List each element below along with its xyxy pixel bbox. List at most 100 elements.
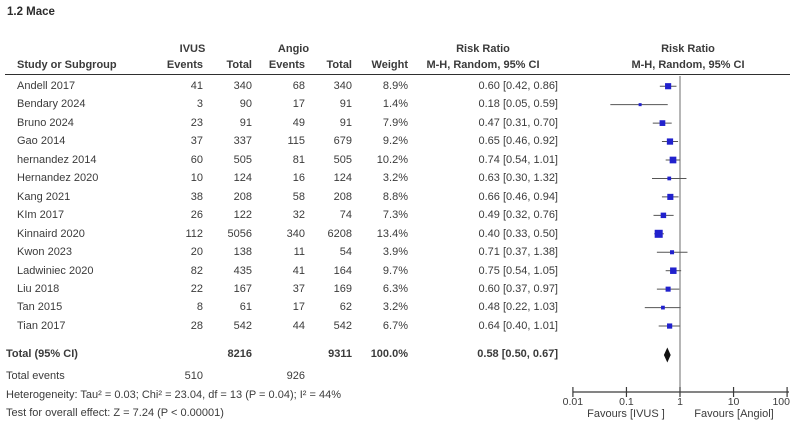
risk-ratio-text-cell: 0.63 [0.30, 1.32] [478,172,558,185]
column-header-angio-total: Total [326,59,352,71]
ivus-total-cell: 138 [233,246,252,259]
ivus-events-cell: 28 [190,319,203,332]
angio-events-cell: 37 [292,282,305,295]
study-name-cell: Tian 2017 [17,319,66,332]
angio-events-cell: 68 [292,80,305,92]
weight-cell: 13.4% [376,227,408,240]
study-name-cell: Hernandez 2020 [17,172,99,185]
weight-cell: 3.2% [382,172,408,185]
angio-events-cell: 81 [292,153,305,166]
weight-cell: 10.2% [376,153,408,166]
risk-ratio-text-cell: 0.64 [0.40, 1.01] [478,319,558,332]
angio-events-cell: 32 [292,209,305,222]
study-name-cell: KIm 2017 [17,209,65,222]
ivus-total-cell: 91 [239,116,252,129]
weight-cell: 8.9% [382,80,408,92]
angio-total-cell: 679 [333,135,352,148]
study-row: Hernandez 2020 10 124 16 124 3.2% 0.63 [0.30, … [0,169,792,187]
total-label: Total (95% CI) [6,348,78,360]
weight-cell: 3.9% [382,246,408,259]
risk-ratio-text-cell: 0.18 [0.05, 0.59] [478,98,558,111]
study-row: Kinnaird 2020 112 5056 340 6208 13.4% 0.40 [0.… [0,225,792,243]
ivus-events-cell: 3 [196,98,203,111]
angio-events-cell: 11 [293,246,305,259]
ivus-events-cell: 41 [190,80,203,92]
angio-events-cell: 49 [292,116,305,129]
study-row: Tian 2017 28 542 44 542 6.7% 0.64 [0.40, 1.01] [0,317,792,335]
risk-ratio-text-cell: 0.71 [0.37, 1.38] [478,246,558,259]
total-events-label: Total events [6,370,65,382]
angio-total-cell: 542 [333,319,352,332]
x-axis-tick-label: 0.01 [562,396,584,408]
column-header-method: M-H, Random, 95% CI [426,59,540,71]
study-name-cell: Tan 2015 [17,301,63,314]
study-row: Andell 2017 41 340 68 340 8.9% 0.60 [0.42, 0.8… [0,77,792,95]
study-name-cell: Andell 2017 [17,80,76,92]
angio-events-cell: 58 [292,190,305,203]
angio-total-cell: 74 [339,209,352,222]
study-name-cell: Ladwiniec 2020 [17,264,94,277]
weight-cell: 6.7% [382,319,408,332]
study-row: Gao 2014 37 337 115 679 9.2% 0.65 [0.46, 0.92] [0,132,792,150]
ivus-total-cell: 208 [233,190,252,203]
group-header-angio: Angio [277,43,310,55]
study-name-cell: hernandez 2014 [17,153,97,166]
angio-total-cell: 6208 [327,227,352,240]
ivus-events-cell: 38 [190,190,203,203]
column-header-ivus-events: Events [166,59,203,71]
overall-effect-text: Test for overall effect: Z = 7.24 (P < 0… [6,407,224,419]
weight-cell: 7.9% [382,116,408,129]
ivus-events-cell: 82 [190,264,203,277]
overall-effect-row: Test for overall effect: Z = 7.24 (P < 0… [0,404,792,422]
study-name-cell: Bendary 2024 [17,98,86,111]
ivus-total-cell: 542 [233,319,252,332]
study-name-cell: Bruno 2024 [17,116,74,129]
weight-cell: 9.7% [382,264,408,277]
study-row: Kang 2021 38 208 58 208 8.8% 0.66 [0.46, 0.94] [0,188,792,206]
angio-total-cell: 169 [333,282,352,295]
heterogeneity-text: Heterogeneity: Tau² = 0.03; Chi² = 23.04… [6,389,341,401]
ivus-total-cell: 435 [233,264,252,277]
angio-events-cell: 41 [292,264,305,277]
ivus-total-cell: 505 [233,153,252,166]
risk-ratio-column-title: Risk Ratio [456,43,510,55]
risk-ratio-text-cell: 0.66 [0.46, 0.94] [478,190,558,203]
ivus-events-cell: 22 [190,282,203,295]
angio-events-cell: 17 [292,301,305,314]
angio-total-cell: 62 [339,301,352,314]
ivus-events-cell: 37 [190,135,203,148]
ivus-events-cell: 112 [185,227,203,240]
column-header-study: Study or Subgroup [17,59,117,71]
study-name-cell: Kwon 2023 [17,246,73,259]
x-axis-tick-label: 1 [677,396,683,408]
risk-ratio-plot-title: Risk Ratio [661,43,715,55]
angio-events-cell: 340 [286,227,305,240]
x-axis-tick-label: 0.1 [619,396,634,408]
angio-events-cell: 16 [292,172,305,185]
angio-total-cell: 124 [333,172,352,185]
risk-ratio-text-cell: 0.47 [0.31, 0.70] [478,116,558,129]
weight-cell: 3.2% [382,301,408,314]
ivus-events-cell: 26 [190,209,203,222]
ivus-total-cell: 337 [233,135,252,148]
study-name-cell: Gao 2014 [17,135,66,148]
angio-events-cell: 44 [292,319,305,332]
angio-total-cell: 91 [339,116,352,129]
angio-total-cell: 505 [333,153,352,166]
header-divider-line [5,74,790,75]
total-angio-n: 9311 [328,348,352,360]
ivus-total-cell: 124 [233,172,252,185]
angio-total-cell: 91 [339,98,352,111]
angio-total-cell: 164 [333,264,352,277]
column-header-angio-events: Events [268,59,305,71]
study-name-cell: Liu 2018 [17,282,60,295]
ivus-events-cell: 8 [196,301,203,314]
risk-ratio-text-cell: 0.65 [0.46, 0.92] [478,135,558,148]
column-header-weight: Weight [371,59,408,71]
ivus-total-cell: 61 [239,301,252,314]
group-header-ivus: IVUS [179,43,206,55]
plot-header-method: M-H, Random, 95% CI [631,59,745,71]
study-row: Tan 2015 8 61 17 62 3.2% 0.48 [0.22, 1.03] [0,298,792,316]
total-ivus-n: 8216 [227,348,252,360]
